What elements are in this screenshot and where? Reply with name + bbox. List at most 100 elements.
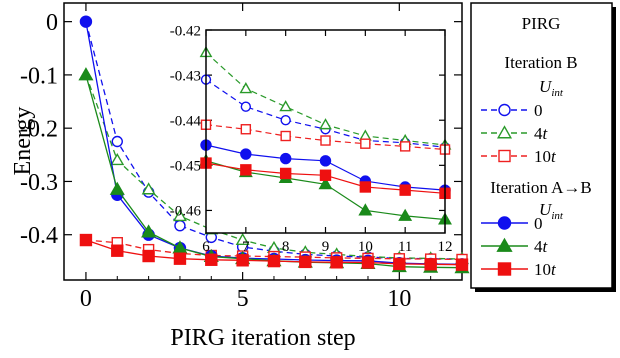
inset-y-tick-label: -0.45 [170,159,201,175]
inset-point-b4 [319,118,332,130]
legend-label-number: 0 [534,214,543,233]
inset-point-a4 [398,208,413,221]
main-point-a10 [205,253,218,266]
inset-point-a0 [319,155,332,167]
main-point-a0 [79,15,93,28]
legend-label-number: 0 [534,101,543,120]
main-plot-frame [63,2,463,281]
legend-label-number: 4 [534,124,543,143]
main-x-tick-label: 5 [237,286,249,312]
inset-point-b0 [240,101,252,112]
legend-marker-b0 [498,103,511,117]
inset-point-b10 [399,141,411,152]
main-x-tick-label: 0 [80,286,92,312]
inset-x-tick-label: 11 [398,239,412,255]
main-point-a4 [109,181,125,195]
inset-point-a10 [399,184,411,196]
inset-point-b4 [239,82,253,94]
main-x-axis-label: PIRG iteration step [170,325,355,351]
main-point-a10 [299,255,312,269]
main-point-b0 [174,219,186,232]
main-point-a4 [78,67,94,81]
main-axis-ticks: 0 5 10 0 -0.1 -0.2 -0.3 -0.4 [20,3,463,312]
inset-point-b10 [240,124,252,135]
inset-y-tick-label: -0.46 [170,204,202,220]
inset-point-b4 [279,100,293,112]
legend-label-unit: t [543,237,549,256]
legend-group-b-title: Iteration B [504,53,577,72]
main-x-tick-label: 10 [387,286,411,312]
inset-y-tick-label: -0.44 [170,113,202,129]
main-y-tick-label: -0.2 [20,117,58,143]
main-series-layer [78,15,470,274]
legend-label-a0: 0 [534,214,543,233]
inset-x-tick-label: 12 [438,239,453,255]
inset-point-a4 [318,177,333,190]
inset-y-tick-label: -0.42 [170,23,201,39]
main-point-b4 [235,232,250,246]
legend-marker-a4 [496,237,513,252]
main-point-a10 [393,257,406,271]
legend-title: PIRG [522,14,561,33]
main-point-a10 [236,254,249,267]
main-point-a10 [424,258,437,271]
main-y-tick-label: 0 [46,10,58,36]
legend-label-b0: 0 [534,101,543,120]
legend-label-number: 10 [534,260,551,279]
uint-symbol: U [539,200,553,219]
legend-marker-a10 [497,262,512,276]
inset-frame [205,29,446,234]
main-y-tick-label: -0.1 [20,63,58,89]
inset-point-b0 [280,115,291,126]
inset-point-a10 [279,167,292,180]
legend-group-ab-uint: Uint [539,200,564,222]
inset-x-tick-label: 7 [242,239,250,255]
main-point-b4 [172,208,187,222]
main-point-a10 [267,254,281,268]
inset-x-tick-label: 9 [322,239,330,255]
legend-group-b-uint: Uint [539,77,564,99]
main-point-a10 [330,256,343,269]
legend-label-number: 4 [534,237,543,256]
uint-subscript: int [551,210,564,222]
main-y-axis-label: Energy [10,107,36,176]
inset-x-tick-label: 10 [358,239,373,255]
inset-point-b10 [320,135,331,146]
legend-box [470,2,613,289]
main-point-a10 [111,244,124,257]
inset-point-b10 [280,130,291,142]
legend-label-unit: t [551,147,557,166]
main-point-b0 [111,135,123,148]
inset-x-tick-label: 8 [282,239,290,255]
inset-x-tick-label: 6 [202,239,210,255]
uint-symbol: U [539,77,553,96]
inset-point-a0 [279,152,292,165]
legend-label-number: 10 [534,147,551,166]
inset-point-a10 [359,181,372,193]
legend-marker-b10 [498,149,511,163]
inset-point-b10 [360,138,371,149]
legend-marker-a0 [497,216,512,230]
main-point-b4 [110,152,125,166]
main-plot: 0 5 10 0 -0.1 -0.2 -0.3 -0.4 Energy PIRG iterat… [10,2,470,351]
uint-subscript: int [551,87,564,99]
main-point-a10 [142,249,155,263]
legend-label-a10: 10t [534,260,557,279]
inset-point-a10 [319,169,332,181]
inset-point-a0 [240,148,252,160]
inset-point-a10 [240,164,252,176]
main-y-tick-label: -0.4 [20,223,58,249]
legend-label-unit: t [543,124,549,143]
legend-label-unit: t [551,260,557,279]
main-point-a10 [455,258,469,271]
inset-point-a4 [358,203,373,216]
inset-plot: 6 7 8 9 10 11 12 -0.42 -0.43 -0.44 -0.45 -0.46 [170,23,453,255]
legend-label-b10: 10t [534,147,557,166]
legend-marker-b4 [496,125,513,139]
main-point-a10 [173,252,187,265]
main-point-a4 [141,224,157,238]
